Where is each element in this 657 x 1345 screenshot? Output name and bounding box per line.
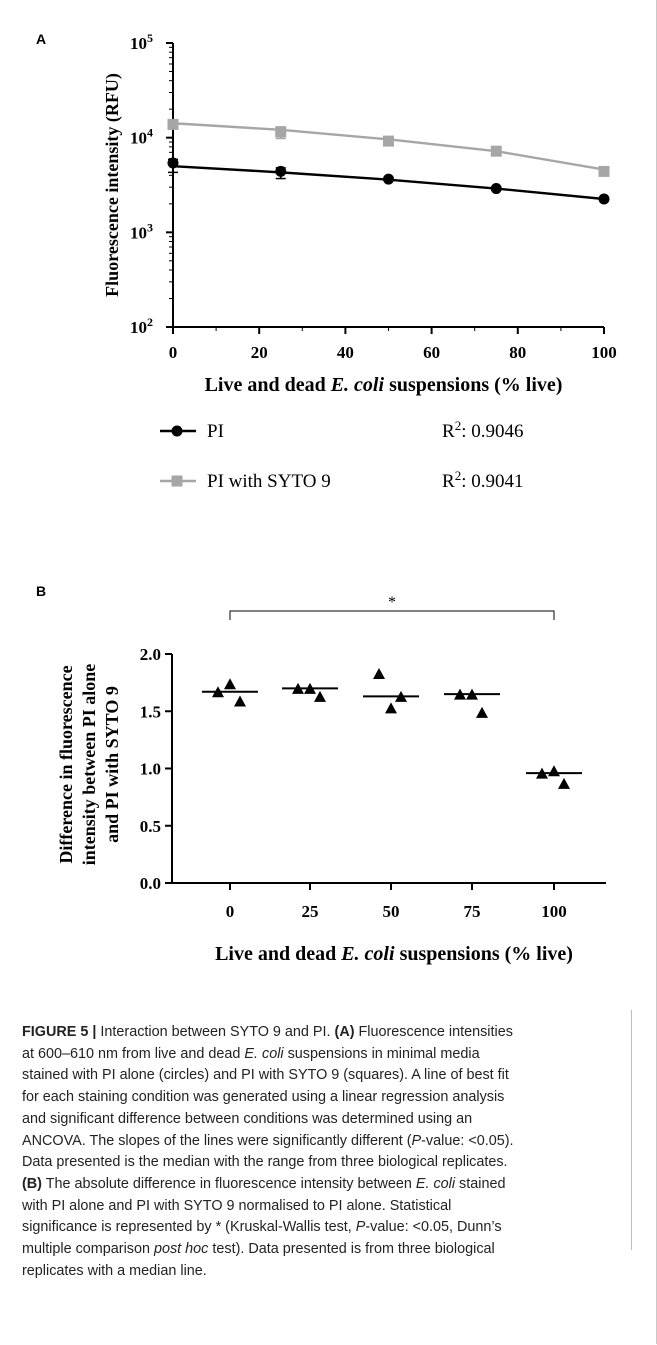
- legend-label-pi-syto9: PI with SYTO 9: [207, 471, 331, 492]
- panel-a-x-tick-label: 100: [591, 343, 617, 362]
- caption-side-rule: [631, 1010, 632, 1250]
- significance-bracket: [229, 610, 555, 620]
- panel-b-point: [548, 765, 560, 777]
- caption-line: significance is represented by * (Kruska…: [22, 1219, 502, 1236]
- panel-a-point-pi: [490, 183, 502, 195]
- panel-b-chart: B 0.0 0.5 1.0 1.5 2.0 0 25 50 75 100 Difference in …: [36, 583, 606, 965]
- figure-caption: FIGURE 5 | Interaction between SYTO 9 an…: [22, 1022, 632, 1282]
- legend-marker-pi: [171, 425, 183, 437]
- caption-line: stained with PI alone (circles) and PI w…: [22, 1067, 509, 1084]
- panel-b-y-axis-label-line: and PI with SYTO 9: [102, 686, 122, 843]
- panel-b-y-tick-label: 2.0: [140, 645, 161, 664]
- panel-b-y-axis-label-line: Difference in fluorescence: [56, 665, 76, 863]
- caption-line: Data presented is the median with the ra…: [22, 1154, 508, 1171]
- panel-b-point: [476, 706, 488, 718]
- panel-a-x-tick-label: 20: [251, 343, 268, 362]
- panel-a-point-pi: [275, 165, 287, 177]
- caption-line: FIGURE 5 | Interaction between SYTO 9 an…: [22, 1024, 513, 1040]
- panel-b-y-tick-label: 0.5: [140, 817, 161, 836]
- panel-b-x-tick-label: 50: [383, 902, 400, 921]
- panel-a-label: A: [36, 31, 46, 47]
- panel-a-point-pi: [167, 157, 179, 169]
- caption-line: ANCOVA. The slopes of the lines were sig…: [22, 1132, 514, 1149]
- panel-a-point-pi: [383, 173, 394, 185]
- panel-a-x-tick-label: 60: [423, 343, 440, 362]
- panel-b-x-axis-label: Live and dead E. coli suspensions (% liv…: [215, 943, 573, 965]
- caption-line: with PI alone and PI with SYTO 9 normali…: [22, 1197, 452, 1214]
- panel-a-point-pi-syto9: [383, 135, 394, 147]
- legend-marker-pi-syto9: [171, 475, 183, 487]
- legend-label-pi: PI: [207, 421, 224, 442]
- panel-b-y-tick-label: 1.0: [140, 760, 161, 779]
- panel-b-point: [314, 690, 326, 702]
- panel-a-x-tick-label: 40: [337, 343, 354, 362]
- panel-b-y-tick-label: 0.0: [140, 874, 161, 893]
- panel-a-x-tick-label: 80: [509, 343, 526, 362]
- significance-star: *: [388, 594, 396, 611]
- panel-a-x-axis-label: Live and dead E. coli suspensions (% liv…: [205, 374, 563, 396]
- legend-r2-pi-syto9: R2: 0.9041: [442, 468, 523, 492]
- panel-b-x-tick-label: 0: [226, 902, 235, 921]
- panel-a-point-pi-syto9: [598, 165, 610, 177]
- panel-a-y-axis-label: Fluorescence intensity (RFU): [102, 73, 123, 297]
- panel-b-y-tick-label: 1.5: [140, 702, 161, 721]
- panel-a-x-tick-label: 0: [169, 343, 178, 362]
- panel-a-point-pi: [598, 193, 610, 205]
- caption-line: replicates with a median line.: [22, 1262, 207, 1279]
- caption-line: and significant difference between condi…: [22, 1110, 473, 1127]
- panel-b-y-axis-label-line: intensity between PI alone: [79, 664, 99, 866]
- panel-b-point: [385, 702, 397, 714]
- panel-b-x-tick-label: 75: [464, 902, 481, 921]
- panel-b-x-tick-label: 100: [541, 902, 567, 921]
- panel-b-point: [224, 678, 236, 690]
- panel-b-point: [558, 777, 570, 789]
- panel-a-point-pi-syto9: [275, 126, 287, 138]
- panel-a-point-pi-syto9: [490, 145, 502, 157]
- panel-b-point: [373, 667, 385, 679]
- panel-b-point: [234, 695, 246, 707]
- caption-line: multiple comparison post hoc test). Data…: [22, 1241, 495, 1258]
- caption-line: for each staining condition was generate…: [22, 1089, 505, 1106]
- caption-line: (B) The absolute difference in fluoresce…: [22, 1175, 506, 1192]
- caption-line: at 600–610 nm from live and dead E. coli…: [22, 1045, 480, 1062]
- panel-a-point-pi-syto9: [167, 118, 179, 130]
- panel-b-x-tick-label: 25: [302, 902, 319, 921]
- panel-b-label: B: [36, 583, 46, 599]
